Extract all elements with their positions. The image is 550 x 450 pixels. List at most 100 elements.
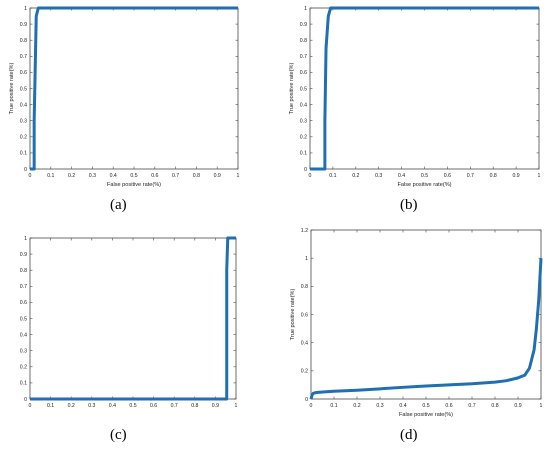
panel-label-b: (b) (400, 197, 418, 213)
x-tick-label: 1 (235, 403, 238, 409)
x-tick-label: 0.4 (399, 403, 406, 409)
y-axis-label: True positive rate(%) (290, 289, 296, 341)
panel-label-a: (a) (110, 197, 127, 213)
y-tick-label: 0.1 (20, 151, 27, 157)
x-tick-label: 0.9 (514, 403, 521, 409)
y-tick-label: 0.9 (300, 22, 307, 28)
y-axis-label: True positive rate(%) (9, 63, 15, 115)
x-axis-label: False positive rate(%) (399, 412, 453, 418)
x-tick-label: 0.7 (171, 403, 178, 409)
plot-panel-1: 0 0.1 0.2 0.3 0.4 0.5 0.6 0.7 0.8 0.9 1 0 0.1 0.2 0.3 0… (9, 6, 240, 188)
y-tick-label: 1 (304, 6, 307, 12)
y-tick-label: 0.1 (20, 381, 27, 387)
x-tick-label: 0.4 (109, 403, 116, 409)
y-tick-label: 0 (24, 167, 27, 173)
x-tick-label: 0 (29, 173, 32, 179)
roc-curve-line (30, 236, 236, 401)
x-axis-label: False positive rate(%) (397, 182, 451, 188)
plot-panel-4: 0 0.1 0.2 0.3 0.4 0.5 0.6 0.7 0.8 0.9 1 0 0.2 0.4 0.6 0… (290, 228, 543, 418)
x-tick-label: 1 (538, 173, 541, 179)
y-tick-label: 0.4 (300, 102, 307, 108)
x-tick-label: 0.9 (212, 403, 219, 409)
x-tick-label: 0.6 (444, 173, 451, 179)
y-tick-label: 0.6 (20, 300, 27, 306)
x-tick-label: 0.2 (353, 403, 360, 409)
x-tick-label: 0.8 (491, 403, 498, 409)
y-tick-label: 0.3 (20, 349, 27, 355)
y-tick-label: 0.7 (20, 284, 27, 290)
x-tick-label: 0.3 (89, 173, 96, 179)
plot-panel-3: 0 0.1 0.2 0.3 0.4 0.5 0.6 0.7 0.8 0.9 1 0 0.1 0.2 0.3 0… (20, 236, 238, 409)
y-tick-label: 0.6 (20, 70, 27, 76)
y-tick-label: 0.2 (20, 365, 27, 371)
x-tick-label: 0.9 (512, 173, 519, 179)
plot-panel-2: 0 0.1 0.2 0.3 0.4 0.5 0.6 0.7 0.8 0.9 1 0 0.1 0.2 0.3 0… (289, 6, 541, 188)
x-tick-label: 0.9 (214, 173, 221, 179)
y-tick-label: 0.7 (20, 54, 27, 60)
x-tick-label: 0.5 (422, 403, 429, 409)
x-tick-label: 0.3 (375, 173, 382, 179)
x-tick-label: 0.7 (172, 173, 179, 179)
x-tick-label: 1 (540, 403, 543, 409)
x-tick-label: 0 (310, 403, 313, 409)
y-tick-label: 0.8 (301, 284, 308, 290)
x-tick-label: 0 (29, 403, 32, 409)
x-tick-label: 0.7 (468, 403, 475, 409)
x-tick-label: 0.1 (329, 173, 336, 179)
y-tick-label: 0.4 (301, 340, 308, 346)
y-tick-label: 0.8 (20, 268, 27, 274)
y-tick-label: 0.5 (20, 316, 27, 322)
y-tick-label: 0.9 (20, 252, 27, 258)
y-tick-label: 0.2 (300, 135, 307, 141)
y-tick-label: 1.2 (301, 228, 308, 234)
x-tick-label: 0.2 (68, 403, 75, 409)
plot-frame (29, 7, 239, 170)
y-tick-label: 0.2 (301, 369, 308, 375)
x-tick-label: 0.5 (421, 173, 428, 179)
x-tick-label: 0.2 (352, 173, 359, 179)
x-tick-label: 0.7 (467, 173, 474, 179)
y-tick-label: 0.9 (20, 22, 27, 28)
x-tick-label: 0.4 (398, 173, 405, 179)
x-tick-label: 0.6 (445, 403, 452, 409)
plot-frame (309, 7, 540, 170)
x-tick-label: 0.8 (490, 173, 497, 179)
y-tick-label: 0.8 (20, 38, 27, 44)
x-tick-label: 0.8 (191, 403, 198, 409)
x-tick-label: 0.1 (47, 403, 54, 409)
x-tick-label: 0.1 (47, 173, 54, 179)
x-tick-label: 0.1 (330, 403, 337, 409)
x-tick-label: 0.5 (129, 403, 136, 409)
x-tick-label: 0.3 (376, 403, 383, 409)
y-tick-label: 0.3 (300, 119, 307, 125)
roc-curve-line (310, 6, 539, 171)
x-tick-label: 0.8 (193, 173, 200, 179)
y-tick-label: 0.5 (20, 86, 27, 92)
x-tick-label: 0.3 (88, 403, 95, 409)
y-tick-label: 0 (24, 397, 27, 403)
y-tick-label: 0.6 (301, 312, 308, 318)
x-tick-label: 0.6 (151, 173, 158, 179)
panel-label-d: (d) (400, 427, 418, 443)
y-tick-label: 0 (305, 397, 308, 403)
y-tick-label: 0.7 (300, 54, 307, 60)
x-tick-label: 0.4 (110, 173, 117, 179)
y-tick-label: 0.2 (20, 135, 27, 141)
y-tick-label: 0 (304, 167, 307, 173)
y-tick-label: 0.8 (300, 38, 307, 44)
y-axis-label: True positive rate(%) (289, 63, 295, 115)
y-tick-label: 0.4 (20, 332, 27, 338)
x-tick-label: 0 (309, 173, 312, 179)
panel-label-c: (c) (110, 427, 127, 443)
y-tick-label: 1 (305, 256, 308, 262)
y-tick-label: 0.5 (300, 86, 307, 92)
x-tick-label: 0.2 (68, 173, 75, 179)
y-tick-label: 0.3 (20, 119, 27, 125)
x-axis-label: False positive rate(%) (107, 182, 161, 188)
roc-curve-line (30, 6, 238, 171)
plot-frame (310, 229, 542, 400)
y-tick-label: 0.4 (20, 102, 27, 108)
y-tick-label: 0.1 (300, 151, 307, 157)
plot-frame (29, 237, 237, 400)
